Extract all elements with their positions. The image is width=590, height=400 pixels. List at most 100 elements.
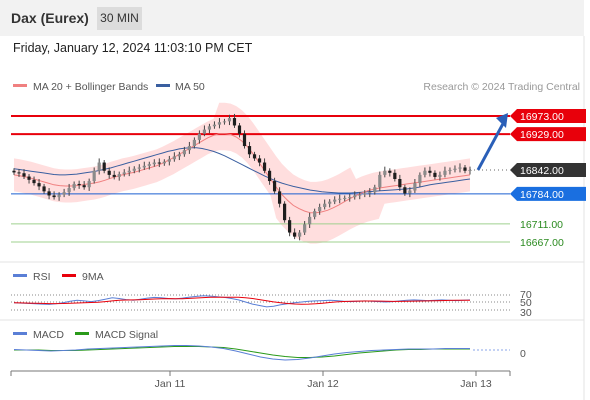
candle-body-78 (403, 187, 407, 194)
candle-body-25 (137, 167, 141, 169)
rsi-tick-30: 30 (520, 307, 532, 319)
candle-body-84 (433, 172, 437, 177)
macd-signal-legend-label: MACD Signal (95, 329, 158, 341)
macd-legend-label: MACD (33, 329, 64, 341)
ma50-legend-swatch (156, 84, 170, 87)
candle-body-34 (182, 150, 186, 155)
candle-body-68 (353, 195, 357, 198)
candle-body-90 (463, 167, 467, 171)
x-tick-label-jan13: Jan 13 (460, 378, 492, 390)
candle-body-18 (102, 162, 106, 171)
level-tag-1 (510, 127, 586, 142)
candle-body-7 (47, 191, 51, 196)
candle-body-5 (37, 183, 41, 187)
candle-body-12 (72, 183, 76, 189)
rsi-ma-legend-swatch (62, 274, 76, 277)
candle-body-67 (348, 197, 352, 199)
rsi-tick-50: 50 (520, 297, 532, 309)
candle-body-79 (408, 190, 412, 194)
candle-body-13 (77, 183, 81, 186)
candle-body-91 (468, 169, 472, 171)
candle-body-26 (142, 165, 146, 168)
candle-body-39 (207, 126, 212, 130)
rsi-legend-label: RSI (33, 271, 51, 283)
candle-body-4 (32, 179, 36, 184)
forecast-layer (476, 113, 508, 171)
candle-body-35 (187, 146, 191, 151)
price-labels-layer: 16973.00 16929.00 16842.00 16784.00 16711.00… (510, 109, 586, 249)
candle-body-61 (318, 207, 322, 212)
candle-body-8 (52, 195, 56, 198)
credit-text: Research © 2024 Trading Central (423, 81, 580, 93)
timestamp-label: Friday, January 12, 2024 11:03:10 PM CET (13, 41, 253, 55)
candle-body-57 (298, 232, 302, 237)
candle-body-82 (423, 170, 427, 175)
candle-body-52 (272, 181, 277, 192)
candle-body-1 (17, 172, 21, 174)
instrument-title: Dax (Eurex) (11, 10, 89, 26)
rsi-ma-line (13, 296, 471, 305)
candle-body-71 (368, 192, 372, 194)
candle-body-0 (12, 170, 16, 173)
candle-body-85 (438, 174, 442, 177)
candle-body-42 (222, 121, 227, 123)
candle-body-14 (82, 185, 86, 188)
macd-line (13, 345, 470, 361)
candle-body-11 (67, 188, 71, 193)
candle-body-54 (282, 203, 287, 221)
level-tag-3 (510, 186, 586, 201)
candle-body-27 (147, 164, 151, 166)
candle-body-58 (303, 224, 307, 233)
candle-body-55 (288, 220, 292, 233)
levels-layer (11, 115, 510, 243)
candle-body-41 (217, 122, 222, 125)
candle-body-33 (177, 154, 181, 157)
forecast-arrow-shaft (476, 119, 507, 171)
candle-body-72 (373, 187, 377, 193)
rsi-tick-70: 70 (520, 289, 532, 301)
level-label-4: 16711.00 (520, 219, 563, 231)
candle-body-80 (413, 183, 417, 191)
candle-body-86 (443, 170, 447, 175)
level-tag-0 (510, 109, 586, 123)
candle-body-21 (117, 174, 121, 177)
candle-body-24 (132, 168, 136, 171)
candle-body-51 (267, 170, 272, 182)
candle-body-45 (237, 125, 242, 134)
candle-body-36 (192, 139, 196, 147)
candle-body-56 (293, 232, 297, 237)
candle-body-59 (308, 216, 312, 225)
candle-body-60 (313, 211, 317, 217)
candle-body-49 (257, 158, 262, 163)
candle-body-88 (453, 168, 457, 170)
level-tag-2 (510, 162, 586, 177)
ma20-legend-label: MA 20 + Bollinger Bands (33, 81, 148, 93)
candle-body-64 (333, 199, 337, 202)
timeframe-button[interactable]: 30 MIN (97, 7, 142, 30)
forecast-arrow-head (496, 113, 508, 128)
candle-body-48 (252, 154, 257, 159)
level-label-0: 16973.00 (520, 111, 564, 123)
candle-body-32 (172, 156, 176, 160)
candle-body-40 (212, 124, 217, 127)
candle-body-28 (152, 162, 156, 165)
x-tick-label-jan12: Jan 12 (307, 378, 339, 390)
macd-zero-tick: 0 (520, 348, 526, 360)
candle-body-81 (418, 174, 422, 184)
candle-body-77 (398, 179, 402, 188)
candles-layer (12, 113, 472, 241)
macd-legend-swatch (13, 332, 27, 335)
candle-body-69 (358, 194, 362, 196)
candle-body-31 (167, 159, 171, 162)
level-label-5: 16667.00 (520, 237, 564, 249)
candle-body-74 (383, 170, 387, 175)
candle-body-50 (262, 162, 267, 171)
candle-body-38 (202, 129, 207, 134)
chart-header: Dax (Eurex) 30 MIN (0, 0, 584, 36)
candle-body-15 (87, 181, 91, 188)
candle-body-47 (247, 146, 252, 155)
candle-body-43 (227, 118, 232, 122)
candle-body-87 (448, 169, 452, 171)
level-label-2: 16842.00 (520, 165, 564, 177)
